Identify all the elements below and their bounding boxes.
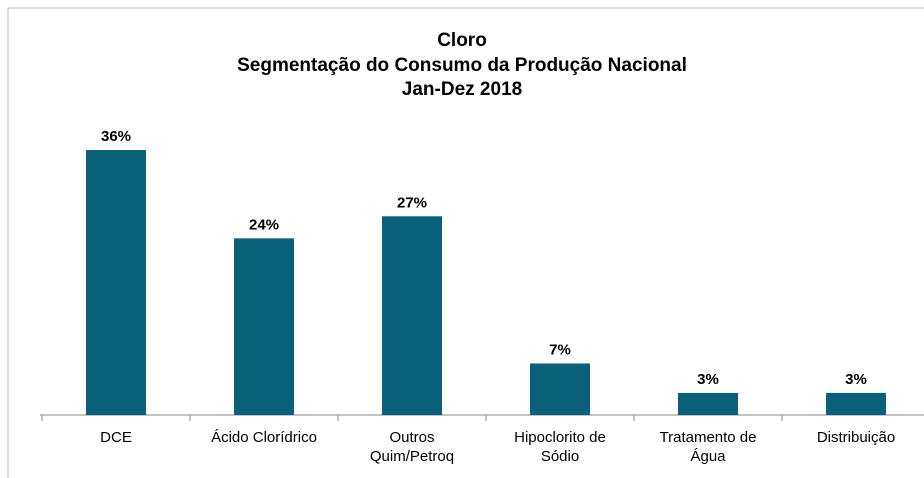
bar bbox=[86, 150, 146, 416]
bar bbox=[678, 392, 738, 415]
data-label: 7% bbox=[549, 341, 571, 358]
x-tick-label: DCE bbox=[100, 429, 132, 446]
data-label: 36% bbox=[101, 128, 131, 145]
data-label: 3% bbox=[845, 371, 867, 388]
x-tick-label: Outros Quim/Petroq bbox=[369, 429, 455, 465]
x-tick-label: Tratamento de Água bbox=[659, 429, 757, 465]
bar bbox=[826, 392, 886, 415]
x-tick-label: Distribuição bbox=[816, 429, 896, 446]
x-tick-label: Ácido Clorídrico bbox=[211, 429, 317, 446]
chart-title: Cloro bbox=[437, 30, 487, 51]
chart-subtitle: Segmentação do Consumo da Produção Nacio… bbox=[237, 55, 687, 76]
data-label: 3% bbox=[697, 371, 719, 388]
chart-subtitle: Jan-Dez 2018 bbox=[401, 79, 523, 100]
x-tick-label: Hipoclorito de Sódio bbox=[514, 429, 606, 465]
data-label: 27% bbox=[397, 194, 427, 211]
bar bbox=[234, 238, 294, 415]
bar bbox=[382, 216, 442, 415]
data-label: 24% bbox=[249, 216, 279, 233]
bar bbox=[530, 363, 590, 415]
